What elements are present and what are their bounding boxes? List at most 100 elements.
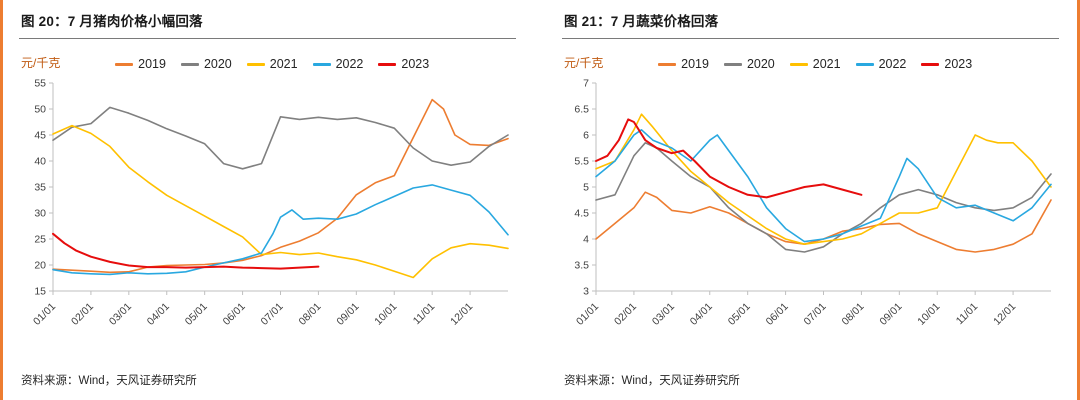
chart-legend: 2019 2020 2021 2022 2023	[658, 57, 1002, 71]
x-tick-label: 08/01	[296, 301, 323, 328]
figure-panels: 图 20：7 月猪肉价格小幅回落 元/千克 2019 2020 2021 2022 20…	[9, 8, 1069, 400]
x-tick-label: 04/01	[145, 301, 172, 328]
legend-item-2021: 2021	[789, 57, 841, 71]
x-tick-label: 01/01	[31, 301, 58, 328]
x-tick-label: 03/01	[107, 301, 134, 328]
chart-legend: 2019 2020 2021 2022 2023	[115, 57, 459, 71]
legend-label: 2022	[878, 57, 907, 71]
x-tick-label: 12/01	[448, 301, 475, 328]
y-tick-label: 4	[583, 234, 589, 246]
legend-item-2022: 2022	[855, 57, 907, 71]
legend-item-2019: 2019	[115, 57, 166, 71]
legend-label: 2019	[138, 57, 166, 71]
legend-swatch-icon	[658, 62, 677, 66]
y-tick-label: 6.5	[574, 104, 589, 116]
legend-swatch-icon	[789, 62, 808, 66]
series-line-2022	[595, 128, 1052, 243]
legend-swatch-icon	[246, 62, 265, 66]
legend-swatch-icon	[921, 62, 940, 66]
figure-20-title: 图 20：7 月猪肉价格小幅回落	[19, 8, 516, 39]
series-line-2022	[52, 184, 509, 276]
x-tick-label: 06/01	[221, 301, 248, 328]
x-tick-label: 11/01	[411, 301, 438, 328]
legend-swatch-icon	[378, 62, 397, 66]
x-tick-label: 10/01	[372, 301, 399, 328]
x-tick-label: 01/01	[574, 301, 601, 328]
y-tick-label: 50	[34, 104, 46, 116]
x-tick-label: 07/01	[259, 301, 286, 328]
series-line-2020	[595, 142, 1052, 253]
x-tick-label: 05/01	[726, 301, 753, 328]
y-tick-label: 40	[34, 156, 46, 168]
x-tick-label: 04/01	[688, 301, 715, 328]
legend-label: 2023	[944, 57, 973, 71]
y-tick-label: 3.5	[574, 260, 589, 272]
y-axis-unit-label: 元/千克	[564, 56, 604, 70]
source-note: 资料来源：Wind，天风证券研究所	[21, 375, 197, 387]
x-tick-label: 09/01	[334, 301, 361, 328]
series-line-2019	[52, 98, 509, 274]
y-tick-label: 30	[34, 208, 46, 220]
legend-label: 2019	[681, 57, 709, 71]
x-tick-label: 10/01	[915, 301, 942, 328]
legend-label: 2021	[812, 57, 841, 71]
y-axis-unit-label: 元/千克	[21, 56, 61, 70]
y-tick-label: 15	[34, 286, 46, 298]
legend-swatch-icon	[312, 62, 331, 66]
y-tick-label: 5.5	[574, 156, 589, 168]
legend-item-2023: 2023	[921, 57, 972, 71]
source-note: 资料来源：Wind，天风证券研究所	[564, 375, 740, 387]
legend-label: 2023	[401, 57, 430, 71]
vegetable-price-line-chart-canvas: 3 3.5 4 4.5 5 5.5 6 6.5 7 01/01 02/01 03/01 04/01 05/…	[574, 78, 1052, 328]
x-tick-label: 02/01	[612, 301, 639, 328]
legend-item-2020: 2020	[723, 57, 775, 71]
series-line-2023	[595, 118, 863, 199]
legend-label: 2021	[269, 57, 298, 71]
y-tick-label: 45	[34, 130, 46, 142]
legend-label: 2022	[335, 57, 364, 71]
legend-item-2023: 2023	[378, 57, 429, 71]
y-tick-label: 7	[583, 78, 589, 90]
x-tick-label: 11/01	[954, 301, 981, 328]
legend-item-2020: 2020	[180, 57, 232, 71]
x-tick-label: 08/01	[839, 301, 866, 328]
y-tick-label: 5	[583, 182, 589, 194]
pork-price-line-chart: 15 20 25 30 35 40 45 50 55 01/01 02/01 03/01 04/01 05…	[19, 75, 516, 348]
legend-label: 2020	[746, 57, 775, 71]
legend-swatch-icon	[723, 62, 742, 66]
legend-item-2019: 2019	[658, 57, 709, 71]
vegetable-price-line-chart: 3 3.5 4 4.5 5 5.5 6 6.5 7 01/01 02/01 03/01 04/01 05/…	[562, 75, 1059, 348]
pork-price-line-chart-canvas: 15 20 25 30 35 40 45 50 55 01/01 02/01 03/01 04/01 05…	[31, 78, 509, 328]
x-tick-label: 12/01	[991, 301, 1018, 328]
figure-20-legend-row: 元/千克 2019 2020 2021 2022 2023	[19, 51, 516, 71]
x-tick-label: 03/01	[650, 301, 677, 328]
y-tick-label: 3	[583, 286, 589, 298]
series-line-2019	[595, 191, 1052, 253]
x-tick-label: 06/01	[764, 301, 791, 328]
y-tick-label: 55	[34, 78, 46, 90]
y-tick-label: 20	[34, 260, 46, 272]
x-tick-label: 07/01	[802, 301, 829, 328]
figure-21-title: 图 21：7 月蔬菜价格回落	[562, 8, 1059, 39]
legend-swatch-icon	[115, 62, 134, 66]
x-tick-label: 05/01	[183, 301, 210, 328]
axes-lines	[595, 83, 1051, 292]
figure-20-panel: 图 20：7 月猪肉价格小幅回落 元/千克 2019 2020 2021 2022 20…	[9, 8, 526, 400]
figure-21-panel: 图 21：7 月蔬菜价格回落 元/千克 2019 2020 2021 2022 2023…	[552, 8, 1069, 400]
y-tick-label: 25	[34, 234, 46, 246]
y-tick-label: 6	[583, 130, 589, 142]
legend-swatch-icon	[180, 62, 199, 66]
x-tick-label: 02/01	[69, 301, 96, 328]
legend-item-2021: 2021	[246, 57, 298, 71]
x-tick-label: 09/01	[877, 301, 904, 328]
y-tick-label: 4.5	[574, 208, 589, 220]
series-line-2023	[52, 232, 320, 270]
figure-21-legend-row: 元/千克 2019 2020 2021 2022 2023	[562, 51, 1059, 71]
legend-item-2022: 2022	[312, 57, 364, 71]
series-line-2021	[595, 113, 1052, 245]
series-line-2021	[52, 124, 509, 279]
legend-label: 2020	[203, 57, 232, 71]
y-tick-label: 35	[34, 182, 46, 194]
legend-swatch-icon	[855, 62, 874, 66]
